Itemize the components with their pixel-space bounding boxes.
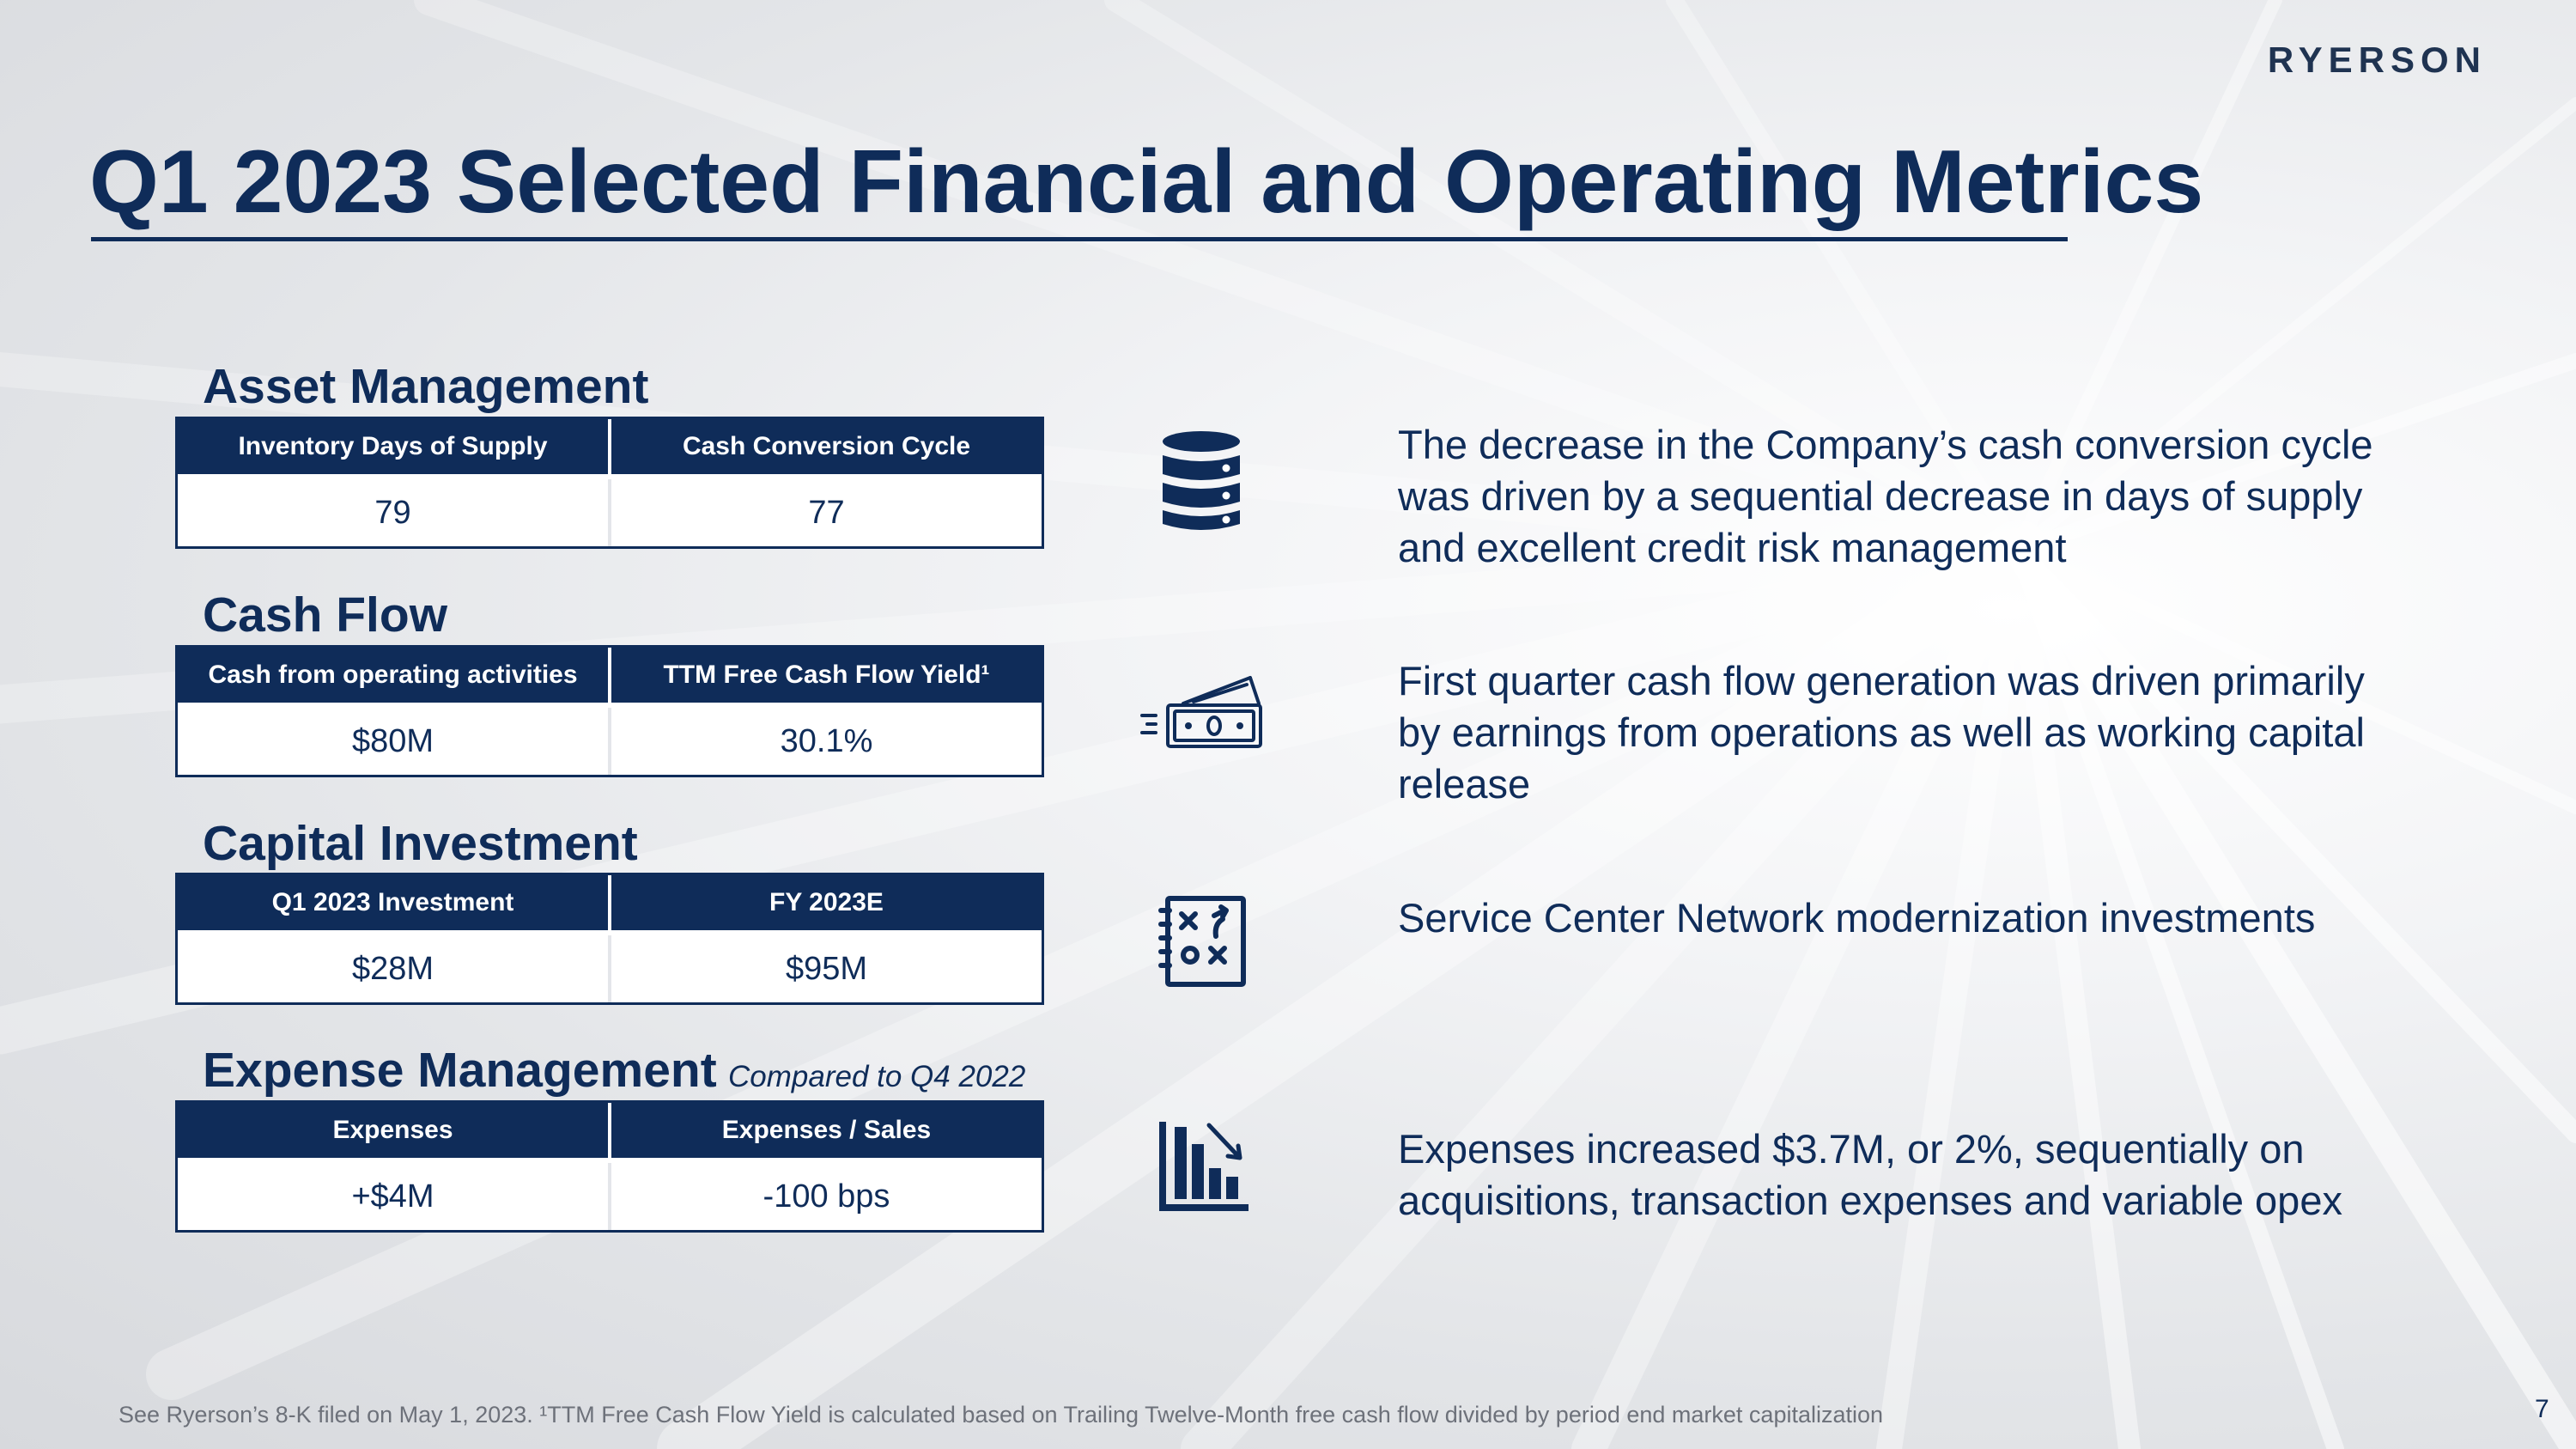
expense-management-note: Expenses increased $3.7M, or 2%, sequent… [1398, 1126, 2342, 1223]
expenses-sales-header: Expenses / Sales [608, 1103, 1042, 1158]
q1-investment-header: Q1 2023 Investment [271, 888, 514, 916]
cash-flow-heading: Cash Flow [203, 588, 448, 642]
table-header-row: Q1 2023 Investment FY 2023E [178, 875, 1042, 935]
capital-investment-table: Q1 2023 Investment FY 2023E $28M $95M [175, 873, 1044, 1005]
comparison-period-note: Compared to Q4 2022 [728, 1060, 1026, 1093]
expense-management-heading: Expense Management [203, 1043, 717, 1098]
ryerson-logo: RYERSON [2267, 40, 2487, 80]
expenses-value: +$4M [351, 1178, 434, 1215]
inventory-days-header: Inventory Days of Supply [238, 432, 548, 460]
table-header-row: Cash from operating activities TTM Free … [178, 648, 1042, 708]
strategy-board-icon [1157, 893, 1249, 989]
table-header-row: Inventory Days of Supply Cash Conversion… [178, 419, 1042, 479]
database-icon [1159, 429, 1243, 536]
fcf-yield-value: 30.1% [608, 708, 1042, 775]
expense-management-table: Expenses Expenses / Sales +$4M -100 bps [175, 1100, 1044, 1233]
fcf-yield-header: TTM Free Cash Flow Yield¹ [608, 648, 1042, 703]
table-value-row: 79 77 [178, 479, 1042, 546]
operating-cash-header: Cash from operating activities [208, 661, 578, 689]
cash-flow-icon [1139, 674, 1264, 753]
asset-management-heading: Asset Management [203, 359, 649, 414]
table-value-row: +$4M -100 bps [178, 1163, 1042, 1230]
table-value-row: $80M 30.1% [178, 708, 1042, 775]
inventory-days-value: 79 [374, 494, 411, 531]
cash-flow-table: Cash from operating activities TTM Free … [175, 645, 1044, 777]
expenses-header: Expenses [332, 1116, 453, 1144]
page-title: Q1 2023 Selected Financial and Operating… [89, 132, 2204, 232]
cash-flow-note: First quarter cash flow generation was d… [1398, 658, 2365, 807]
table-value-row: $28M $95M [178, 935, 1042, 1002]
table-header-row: Expenses Expenses / Sales [178, 1103, 1042, 1163]
page-number: 7 [2535, 1395, 2549, 1423]
footnote: See Ryerson’s 8-K filed on May 1, 2023. … [118, 1402, 1884, 1428]
asset-management-table: Inventory Days of Supply Cash Conversion… [175, 417, 1044, 549]
cash-conversion-value: 77 [608, 479, 1042, 546]
fy-estimate-header: FY 2023E [608, 875, 1042, 930]
operating-cash-value: $80M [351, 722, 434, 759]
fy-estimate-value: $95M [608, 935, 1042, 1002]
capital-investment-heading: Capital Investment [203, 816, 638, 871]
expenses-sales-value: -100 bps [608, 1163, 1042, 1230]
cash-conversion-header: Cash Conversion Cycle [608, 419, 1042, 474]
capital-investment-note: Service Center Network modernization inv… [1398, 895, 2316, 941]
q1-investment-value: $28M [351, 950, 434, 987]
title-underline [91, 237, 2068, 241]
declining-bar-chart-icon [1156, 1120, 1250, 1215]
asset-management-note: The decrease in the Company’s cash conve… [1398, 422, 2373, 570]
